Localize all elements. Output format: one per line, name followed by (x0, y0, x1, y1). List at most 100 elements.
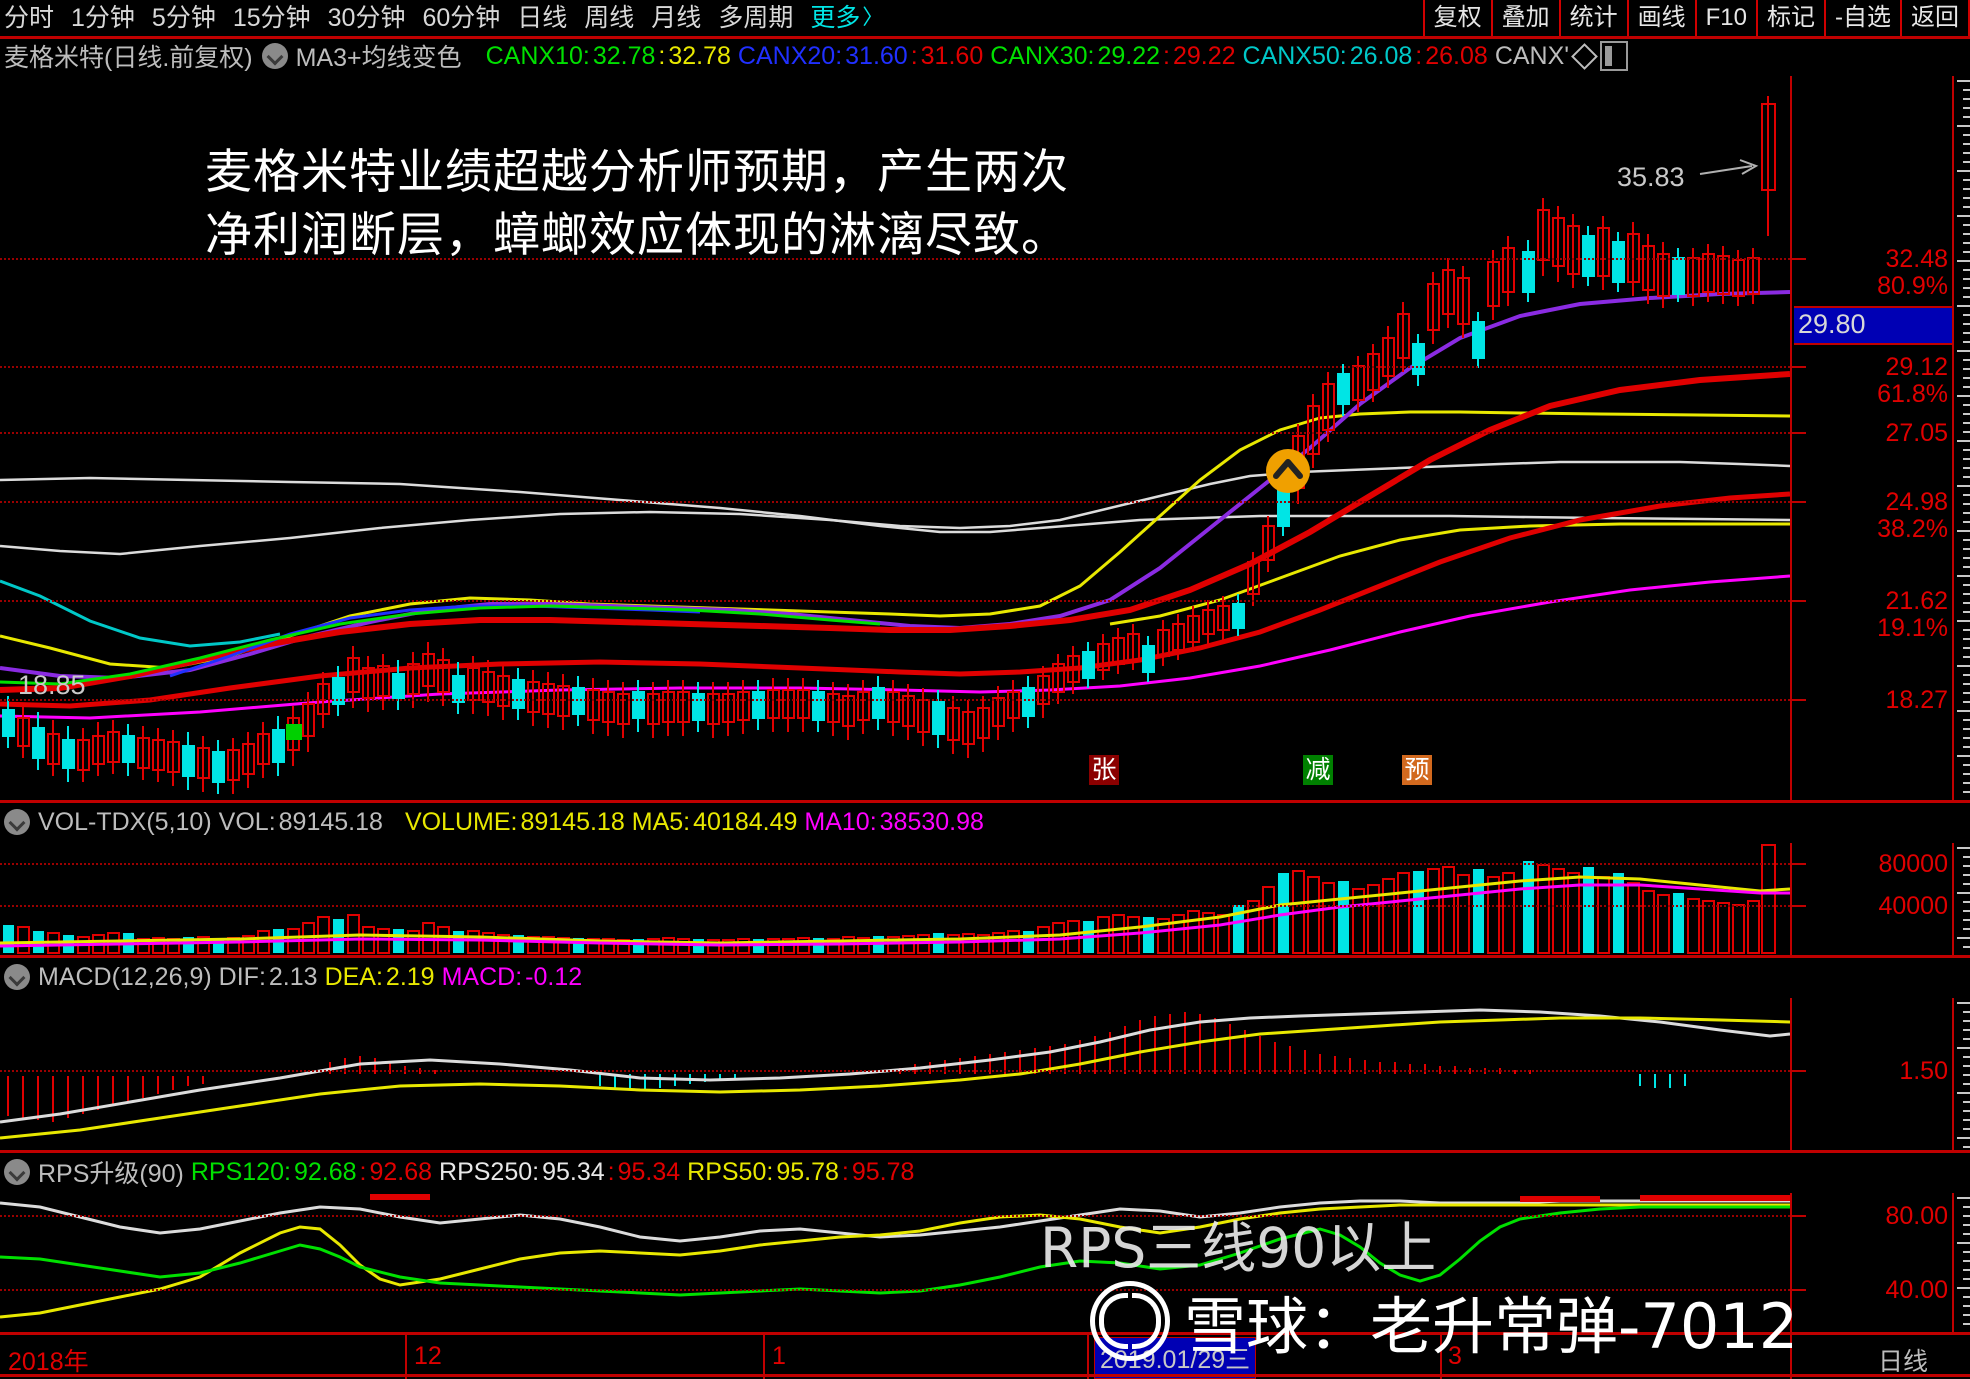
rps-scale-ruler[interactable] (1952, 1193, 1970, 1334)
period-tab-0[interactable]: 分时 (4, 4, 55, 32)
price-axis-pct-0: 80.9% (1877, 272, 1948, 300)
macd-svg (0, 1008, 1790, 1140)
rps-axis-label-0: 80.00 (1885, 1202, 1948, 1230)
macd-pane: MACD(12,26,9) DIF: 2.13 DEA: 2.19 MACD: … (0, 955, 1970, 1153)
gridline (0, 366, 1790, 368)
marker-jian[interactable]: 减 (1303, 755, 1333, 785)
price-axis-label-1: 29.12 (1885, 353, 1948, 381)
price-axis[interactable]: 32.48 80.9% 29.12 61.8% 27.05 24.98 38.2… (1790, 76, 1954, 800)
last-price-tag: 35.83 (1617, 162, 1685, 192)
vol-label: VOL: (218, 807, 276, 836)
period-tab-2[interactable]: 5分钟 (151, 4, 216, 32)
canx50-value1: 26.08 (1349, 41, 1413, 70)
watermark: 雪球：老升常弹-7012 (1090, 1276, 1798, 1366)
gridline (0, 600, 1790, 602)
rps-legend: RPS升级(90) RPS120: 92.68 : 92.68 RPS250: … (4, 1156, 921, 1188)
rps250-value1: 95.34 (542, 1157, 605, 1186)
volume-axis-label-0: 80000 (1878, 850, 1948, 878)
chevron-down-icon[interactable] (4, 964, 30, 990)
rps250-sep: : (607, 1157, 615, 1186)
period-tab-8[interactable]: 月线 (651, 4, 702, 32)
rps-svg (0, 1194, 1790, 1319)
period-tab-4[interactable]: 30分钟 (327, 4, 406, 32)
rps-plot[interactable] (0, 1193, 1790, 1333)
action-fuquan[interactable]: 复权 (1422, 0, 1491, 36)
volume-label: VOLUME: (404, 807, 518, 836)
toolbar-divider (0, 36, 1970, 39)
canx20-value2: 31.60 (920, 41, 984, 70)
rps120-sep: : (359, 1157, 367, 1186)
marker-yu[interactable]: 预 (1402, 755, 1432, 785)
action-huaxian[interactable]: 画线 (1626, 0, 1695, 36)
price-chart-plot[interactable]: 35.83 18.85 麦格米特业绩超越分析师预期，产生两次 净利润断层，蟑螂效… (0, 76, 1790, 800)
date-axis[interactable]: 2018年 12 1 3 2019.01/29三 日线 (0, 1332, 1970, 1379)
action-zixuan[interactable]: -自选 (1824, 0, 1900, 36)
rps50-label: RPS50: (687, 1157, 774, 1186)
rps250-label: RPS250: (439, 1157, 540, 1186)
chevron-right-icon[interactable]: 〉 (862, 6, 884, 29)
volume-plot[interactable] (0, 843, 1790, 955)
period-tab-9[interactable]: 多周期 (718, 4, 794, 32)
rps50-value1: 95.78 (776, 1157, 839, 1186)
macd-label: MACD: (441, 962, 523, 991)
period-tab-5[interactable]: 60分钟 (422, 4, 501, 32)
dif-value: 2.13 (268, 962, 318, 991)
vol-indicator-name[interactable]: VOL-TDX(5,10) (38, 807, 212, 836)
canx10-value1: 32.78 (592, 41, 656, 70)
canx50-value2: 26.08 (1425, 41, 1488, 70)
macd-indicator-name[interactable]: MACD(12,26,9) (38, 962, 212, 991)
chevron-down-icon[interactable] (4, 1159, 30, 1185)
more-button[interactable]: 更多 (810, 4, 861, 32)
dea-value: 2.19 (385, 962, 435, 991)
canx50-sep: : (1415, 41, 1423, 70)
action-back[interactable]: 返回 (1900, 0, 1970, 36)
volume-value: 89145.18 (520, 807, 625, 836)
rps250-value2: 95.34 (617, 1157, 681, 1186)
rps-pane: RPS升级(90) RPS120: 92.68 : 92.68 RPS250: … (0, 1150, 1970, 1335)
period-tab-1[interactable]: 1分钟 (71, 4, 135, 32)
price-axis-label-0: 32.48 (1885, 245, 1948, 273)
canx20-sep: : (910, 41, 918, 70)
date-label-3: 3 (1448, 1342, 1462, 1370)
action-diejia[interactable]: 叠加 (1490, 0, 1559, 36)
rps-indicator-name[interactable]: RPS升级(90) (38, 1160, 184, 1188)
price-axis-label-4: 21.62 (1885, 587, 1948, 615)
ma-truncated: CANX' (1494, 41, 1570, 70)
macd-value: -0.12 (525, 962, 583, 991)
chevron-down-icon[interactable] (4, 809, 30, 835)
canx30-label: CANX30: (990, 41, 1095, 70)
indicator-name[interactable]: MA3+均线变色 (295, 44, 462, 72)
panel-settings-icon[interactable] (1600, 41, 1629, 71)
period-tab-7[interactable]: 周线 (584, 4, 635, 32)
period-tab-3[interactable]: 15分钟 (232, 4, 311, 32)
marker-zhang[interactable]: 张 (1089, 755, 1119, 785)
action-tongji[interactable]: 统计 (1558, 0, 1627, 36)
volume-axis[interactable]: 80000 40000 (1790, 843, 1954, 955)
volume-scale-ruler[interactable] (1952, 843, 1970, 955)
volume-axis-label-1: 40000 (1878, 892, 1948, 920)
gridline (0, 699, 1790, 701)
low-price-tag: 18.85 (18, 670, 86, 700)
symbol-title[interactable]: 麦格米特(日线.前复权) (4, 44, 253, 72)
vol-value: 89145.18 (278, 807, 383, 836)
canx30-value1: 29.22 (1097, 41, 1160, 70)
dea-label: DEA: (324, 962, 383, 991)
price-axis-pct-4: 19.1% (1877, 614, 1948, 642)
period-tab-6[interactable]: 日线 (517, 4, 568, 32)
canx50-label: CANX50: (1242, 41, 1347, 70)
diamond-icon[interactable] (1571, 42, 1598, 70)
price-scale-ruler[interactable] (1952, 76, 1970, 800)
rps-axis[interactable]: 80.00 40.00 (1790, 1193, 1954, 1333)
price-axis-label-2: 27.05 (1885, 419, 1948, 447)
annotation-line-2: 净利润断层，蟑螂效应体现的淋漓尽致。 (205, 208, 1069, 263)
action-f10[interactable]: F10 (1694, 0, 1756, 36)
macd-axis[interactable]: 1.50 (1790, 998, 1954, 1150)
rps50-sep: : (841, 1157, 849, 1186)
action-biaoji[interactable]: 标记 (1756, 0, 1824, 36)
volume-legend: VOL-TDX(5,10) VOL: 89145.18 VOLUME: 8914… (4, 806, 991, 838)
macd-plot[interactable] (0, 998, 1790, 1150)
canx10-value2: 32.78 (668, 41, 731, 70)
macd-scale-ruler[interactable] (1952, 998, 1970, 1150)
chevron-down-icon[interactable] (261, 43, 288, 69)
